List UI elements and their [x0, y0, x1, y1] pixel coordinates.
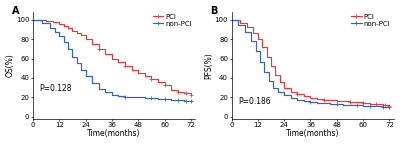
- Legend: PCI, non-PCI: PCI, non-PCI: [351, 14, 390, 27]
- Legend: PCI, non-PCI: PCI, non-PCI: [153, 14, 192, 27]
- X-axis label: Time(months): Time(months): [286, 129, 340, 138]
- Text: P=0.186: P=0.186: [238, 97, 271, 106]
- Text: A: A: [12, 6, 19, 16]
- Y-axis label: OS(%): OS(%): [6, 54, 14, 77]
- Y-axis label: PFS(%): PFS(%): [204, 52, 213, 79]
- Text: B: B: [210, 6, 218, 16]
- Text: P=0.128: P=0.128: [40, 84, 72, 93]
- X-axis label: Time(months): Time(months): [87, 129, 141, 138]
